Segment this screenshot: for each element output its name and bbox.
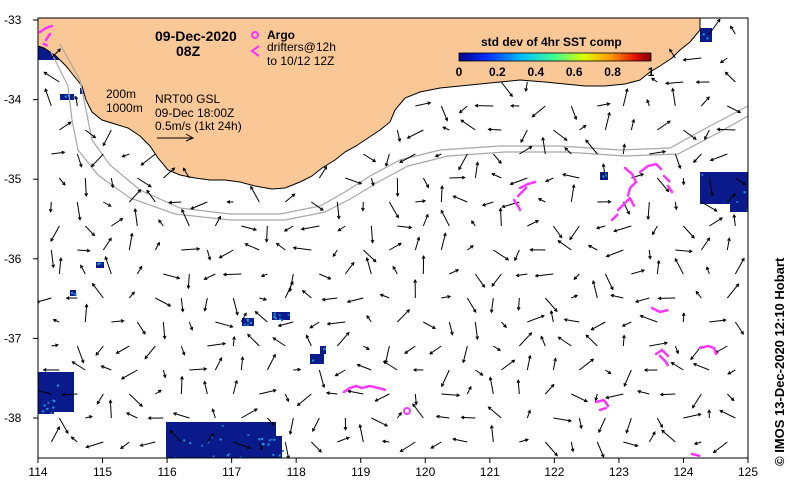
y-tick-label: -36 xyxy=(4,252,22,266)
x-tick-label: 124 xyxy=(673,465,693,479)
colorbar-title: std dev of 4hr SST comp xyxy=(481,35,622,49)
y-tick-label: -33 xyxy=(4,13,22,27)
x-tick-label: 119 xyxy=(351,465,370,479)
depth-1000-label: 1000m xyxy=(106,101,143,115)
colorbar-tick-label: 0.8 xyxy=(604,65,621,79)
x-tick-label: 121 xyxy=(480,465,500,479)
colorbar-tick-label: 0 xyxy=(456,65,463,79)
y-tick-label: -37 xyxy=(4,331,22,345)
x-tick-label: 117 xyxy=(222,465,241,479)
credit-label: © IMOS 13-Dec-2020 12:10 Hobart xyxy=(772,257,787,466)
colorbar-tick-label: 0.2 xyxy=(489,65,506,79)
depth-200-label: 200m xyxy=(106,87,136,101)
date-label: 09-Dec-2020 xyxy=(155,28,237,44)
plot-frame xyxy=(37,17,749,459)
current-time-label: 09-Dec 18:00Z xyxy=(155,106,234,120)
current-product-label: NRT00 GSL xyxy=(155,92,220,106)
drifter-tracks xyxy=(38,24,718,458)
drifter-legend-time: to 10/12 12Z xyxy=(267,54,334,68)
scale-label: 0.5m/s (1kt 24h) xyxy=(155,119,242,133)
x-tick-label: 114 xyxy=(28,465,47,479)
colorbar-tick-label: 0.4 xyxy=(527,65,544,79)
x-tick-label: 123 xyxy=(609,465,629,479)
argo-legend-label: Argo xyxy=(267,28,295,42)
x-tick-label: 122 xyxy=(544,465,564,479)
drifter-legend-label: drifters@12h xyxy=(267,40,336,54)
y-tick-label: -38 xyxy=(4,411,22,425)
x-axis: 114 115 116 117 118 119 120 121 122 123 124 125 xyxy=(28,458,758,479)
y-tick-label: -35 xyxy=(4,172,22,186)
argo-float-marker xyxy=(403,407,411,415)
y-axis: -33 -34 -35 -36 -37 -38 xyxy=(4,13,38,425)
x-tick-label: 118 xyxy=(287,465,306,479)
drifter-legend-icon xyxy=(250,45,260,57)
scale-arrow xyxy=(157,133,195,142)
colorbar-ticks: 0 0.2 0.4 0.6 0.8 1 xyxy=(456,65,655,79)
x-tick-label: 116 xyxy=(158,465,177,479)
isobath-200m xyxy=(59,43,748,215)
colorbar xyxy=(458,52,652,62)
time-label: 08Z xyxy=(176,43,201,59)
isobath-1000m xyxy=(49,49,748,221)
argo-legend-icon xyxy=(251,31,259,39)
x-tick-label: 115 xyxy=(93,465,112,479)
y-tick-label: -34 xyxy=(4,93,22,107)
colorbar-tick-label: 1 xyxy=(648,65,655,79)
colorbar-tick-label: 0.6 xyxy=(566,65,583,79)
x-tick-label: 120 xyxy=(415,465,435,479)
x-tick-label: 125 xyxy=(738,465,758,479)
current-vectors xyxy=(38,18,747,458)
